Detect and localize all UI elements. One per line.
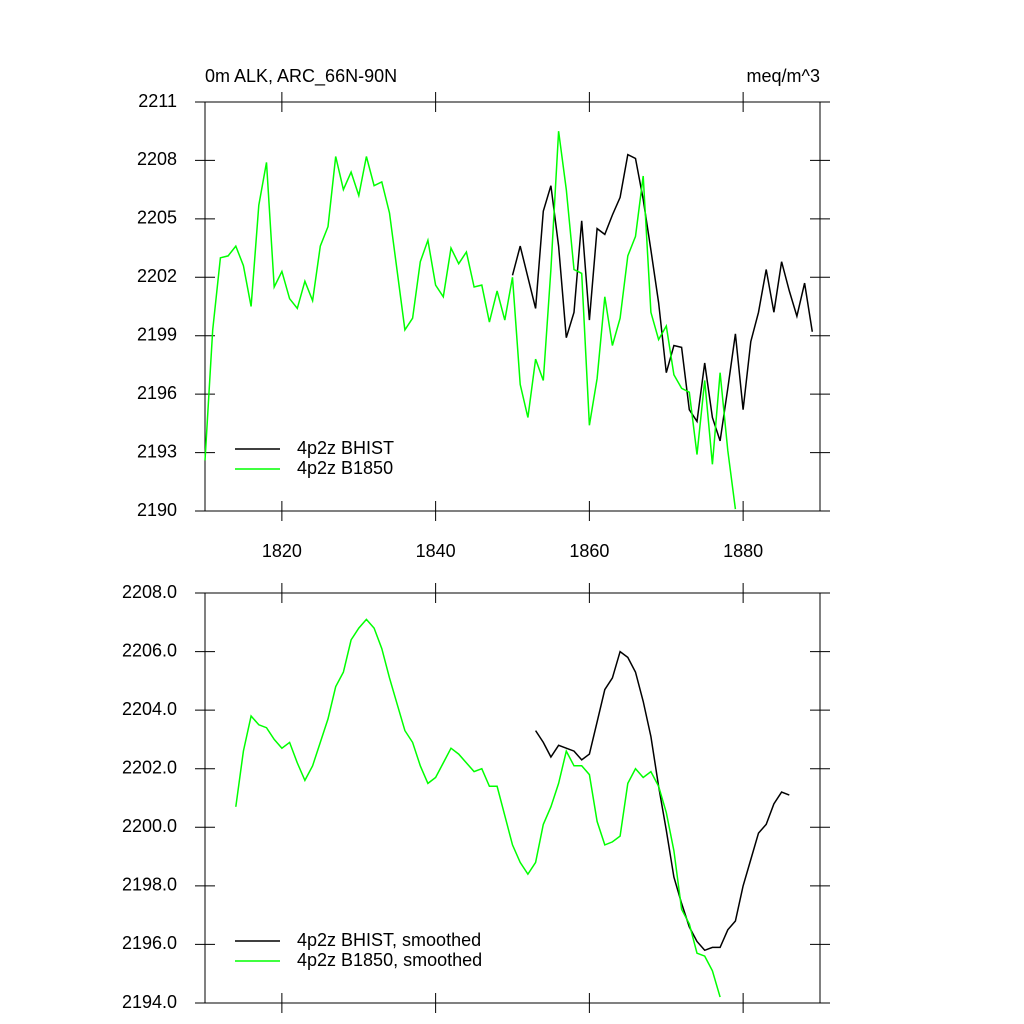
x-tick-label: 1820	[262, 541, 302, 561]
data-line	[511, 153, 814, 442]
chart-title: 0m ALK, ARC_66N-90N	[205, 66, 397, 87]
plot-frame	[204, 101, 821, 512]
y-tick-label: 2190	[137, 500, 177, 520]
y-tick-label: 2196.0	[122, 933, 177, 953]
data-line	[235, 618, 721, 998]
data-line	[204, 131, 737, 510]
legend-label: 4p2z BHIST, smoothed	[297, 930, 481, 950]
y-tick-label: 2200.0	[122, 816, 177, 836]
y-tick-label: 2202.0	[122, 757, 177, 777]
y-tick-label: 2211	[138, 91, 177, 111]
legend-label: 4p2z B1850, smoothed	[297, 950, 482, 970]
y-tick-label: 2206.0	[122, 640, 177, 660]
y-tick-label: 2198.0	[122, 875, 177, 895]
x-tick-label: 1880	[723, 541, 763, 561]
y-tick-label: 2194.0	[122, 992, 177, 1012]
plot-frame	[204, 592, 821, 1004]
units-label: meq/m^3	[747, 66, 820, 86]
x-tick-label: 1860	[569, 541, 609, 561]
y-tick-label: 2204.0	[122, 699, 177, 719]
y-tick-label: 2208.0	[122, 582, 177, 602]
y-tick-label: 2205	[137, 208, 177, 228]
x-tick-label: 1840	[416, 541, 456, 561]
y-tick-label: 2208	[137, 149, 177, 169]
y-tick-label: 2199	[137, 324, 177, 344]
y-tick-label: 2202	[137, 266, 177, 286]
legend-label: 4p2z B1850	[297, 458, 393, 478]
data-line	[534, 650, 790, 952]
y-tick-label: 2193	[137, 441, 177, 461]
legend-label: 4p2z BHIST	[297, 438, 394, 458]
y-tick-label: 2196	[137, 383, 177, 403]
